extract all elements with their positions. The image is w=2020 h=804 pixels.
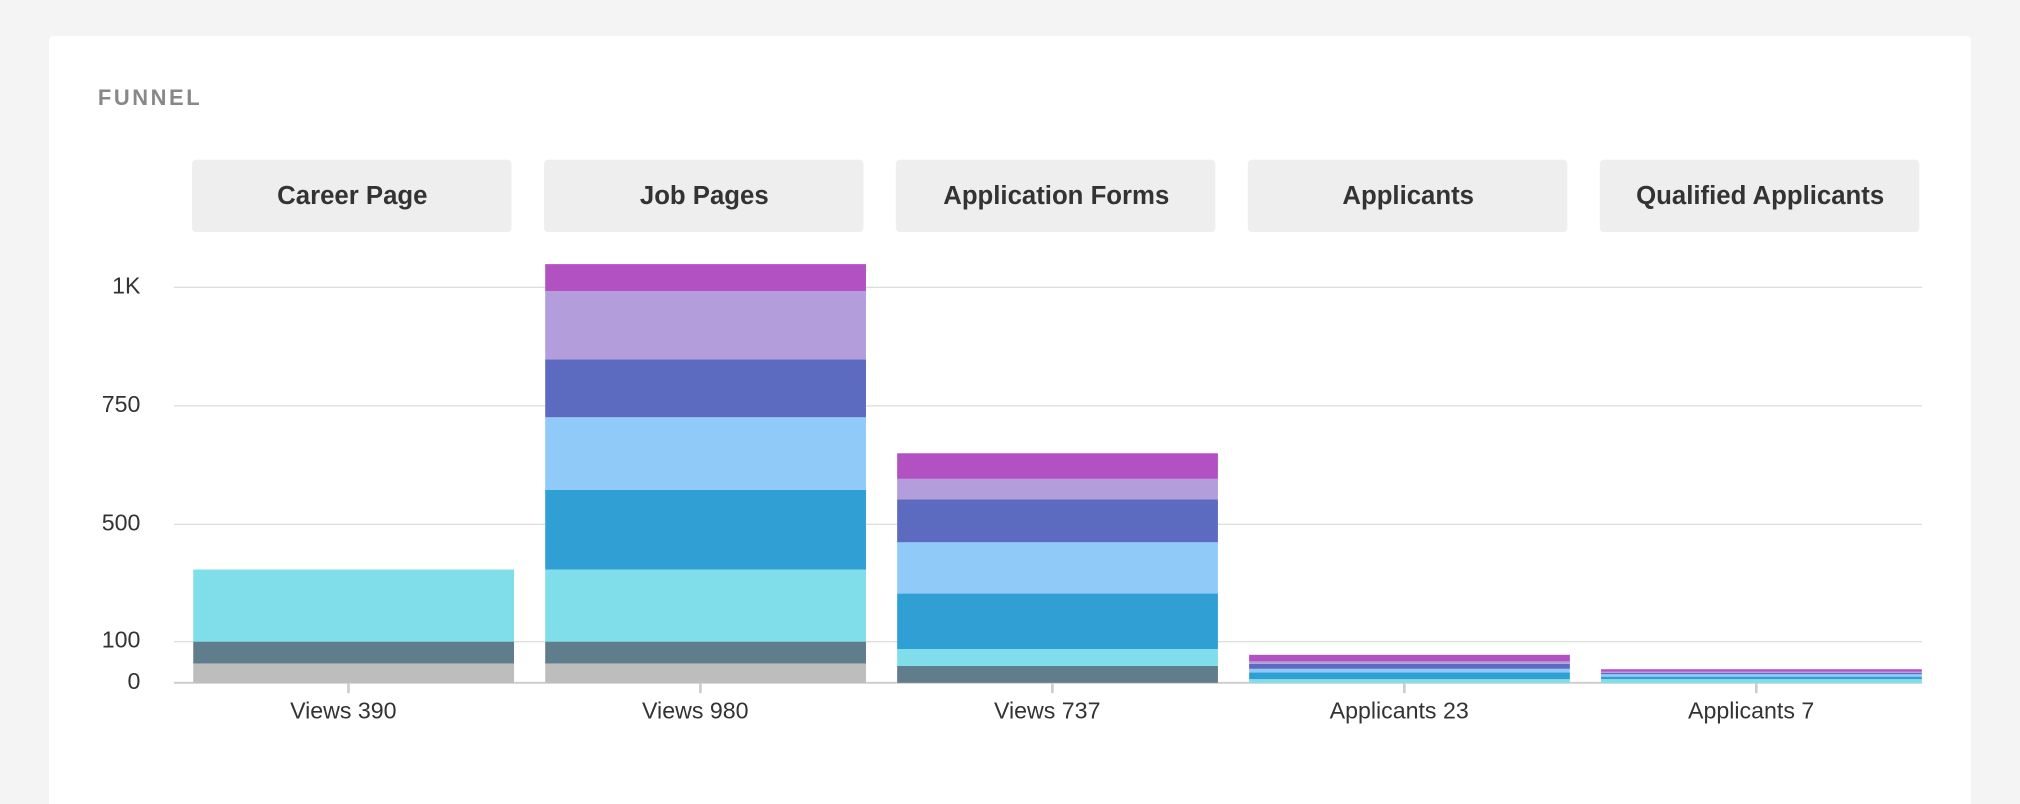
- bar-segment: [545, 641, 866, 664]
- bar-segment: [1601, 671, 1922, 673]
- y-tick-label: 750: [102, 391, 141, 417]
- stage-label: Job Pages: [640, 182, 769, 210]
- stage-header: [1247, 159, 1568, 232]
- bar-segment: [897, 542, 1218, 594]
- y-tick-label: 100: [102, 627, 141, 653]
- bar-segment: [193, 663, 515, 683]
- stage-header: [543, 159, 864, 232]
- stage-total: Applicants 23: [1330, 698, 1469, 724]
- stage-label: Application Forms: [943, 182, 1169, 210]
- stage-header: [895, 159, 1216, 232]
- bar-segment: [1249, 661, 1570, 664]
- y-tick-label: 500: [102, 510, 141, 536]
- bar-segment: [1249, 668, 1570, 673]
- bar-segment: [1249, 654, 1570, 662]
- stage-label: Applicants: [1342, 182, 1474, 210]
- bar-segment: [545, 663, 866, 683]
- bar-segment: [545, 417, 866, 490]
- bar-segment: [545, 489, 866, 570]
- bar-segment: [1601, 679, 1922, 683]
- bar-segment: [545, 264, 866, 292]
- stage-total: Views 980: [642, 698, 749, 724]
- bar-segment: [897, 665, 1218, 683]
- bar-segment: [545, 359, 866, 418]
- bar-segment: [1601, 674, 1922, 677]
- bar-segment: [1249, 663, 1570, 669]
- stage-total: Views 390: [290, 698, 396, 724]
- bar-segment: [1249, 679, 1570, 683]
- bar-segment: [897, 478, 1218, 500]
- bar-segment: [897, 593, 1218, 650]
- bar-segment: [897, 649, 1218, 666]
- y-tick-label: 0: [128, 668, 141, 694]
- bar-segment: [193, 569, 515, 642]
- bar-segment: [1601, 669, 1922, 672]
- stage-total: Applicants 7: [1688, 698, 1814, 724]
- card-title: FUNNEL: [98, 85, 202, 110]
- bar-segment: [1601, 672, 1922, 675]
- card: [48, 36, 1972, 804]
- stage-header: [191, 159, 512, 232]
- chart: 0 100 500 750 1K Career Page Views 390 Job Page…: [102, 159, 1923, 724]
- bar-segment: [1601, 676, 1922, 680]
- stage-header: [1599, 159, 1920, 232]
- y-tick-label: 1K: [112, 272, 141, 298]
- stage-total: Views 737: [994, 698, 1101, 724]
- bar-segment: [545, 569, 866, 642]
- stage-label: Qualified Applicants: [1636, 182, 1884, 210]
- bar-segment: [545, 291, 866, 360]
- stage-label: Career Page: [277, 182, 427, 210]
- bar-segment: [193, 641, 515, 664]
- bar-segment: [897, 453, 1218, 479]
- bar-segment: [897, 499, 1218, 543]
- bar-segment: [1249, 672, 1570, 680]
